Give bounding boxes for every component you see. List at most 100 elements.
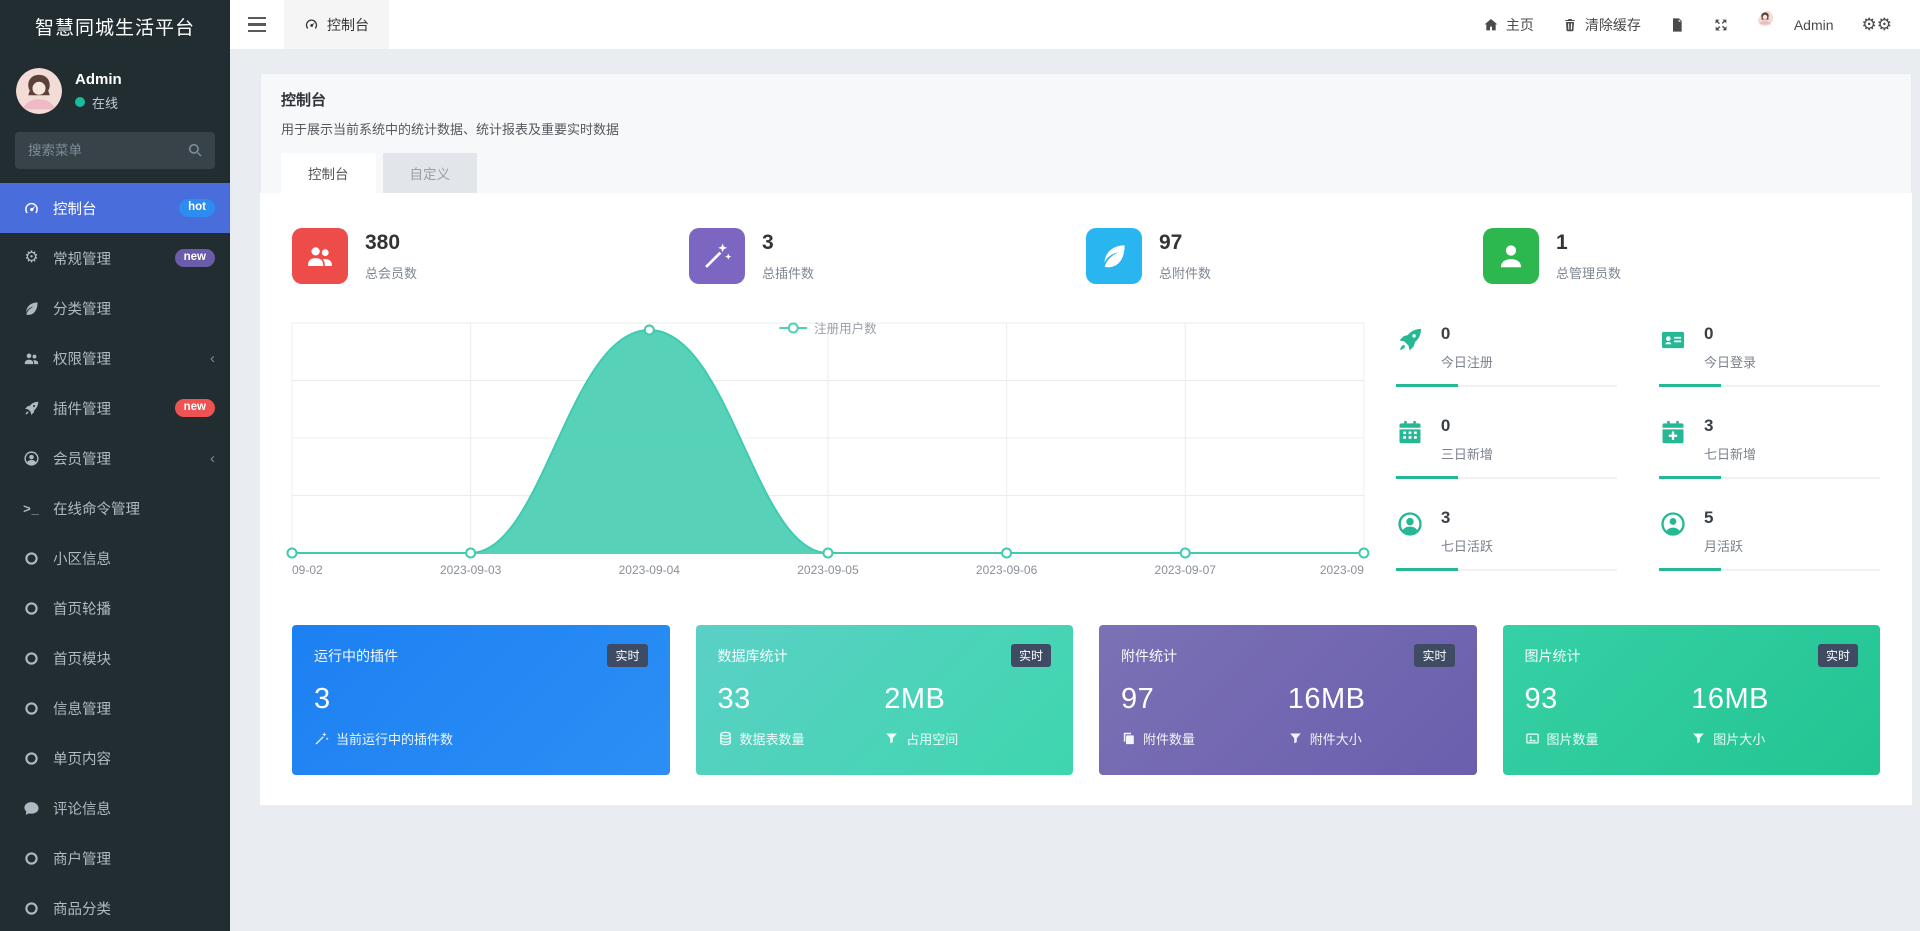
- users-icon: [21, 349, 42, 367]
- chevron-left-icon: ‹: [210, 349, 215, 367]
- realtime-badge: 实时: [607, 644, 648, 667]
- expand-icon: [1715, 19, 1727, 31]
- progress-track: [1658, 476, 1880, 479]
- sidebar-item[interactable]: 首页模块: [0, 633, 230, 683]
- stat-label: 总管理员数: [1556, 265, 1622, 281]
- comment-icon: [21, 799, 42, 817]
- trash-icon: [1565, 18, 1575, 31]
- log-file-button[interactable]: [1669, 17, 1685, 33]
- card-label: 数据表数量: [718, 729, 885, 748]
- mini-stat: 3 七日活跃: [1395, 508, 1617, 571]
- chart-row: 注册用户数 09-02 2023-09-03 2023-09-04 2023-09-0…: [286, 322, 1880, 583]
- sidebar-item[interactable]: 权限管理 ‹: [0, 333, 230, 383]
- sidebar-item[interactable]: 小区信息: [0, 533, 230, 583]
- mini-stats-grid: 0 今日注册 0 今日登录 0 三日新增 3 七日新增 3 七日活跃 5 月活跃: [1395, 322, 1880, 583]
- topbar-tab-dashboard[interactable]: 控制台: [284, 0, 389, 49]
- sidebar-item[interactable]: 控制台 hot: [0, 183, 230, 233]
- main-area: 控制台 主页 清除缓存: [230, 0, 1920, 931]
- stat-label: 总会员数: [365, 265, 418, 281]
- mini-stat-value: 5: [1703, 508, 1714, 527]
- rocket-icon: [1396, 326, 1426, 356]
- database-icon: [718, 731, 733, 746]
- circle-icon: [21, 849, 42, 867]
- sidebar-search: [15, 132, 215, 169]
- sidebar-item[interactable]: >_ 在线命令管理: [0, 483, 230, 533]
- legend-marker-icon: [779, 322, 808, 333]
- chart-legend[interactable]: 注册用户数: [779, 318, 877, 337]
- x-tick-label: 2023-09-05: [797, 563, 859, 577]
- filter-icon: [884, 731, 899, 746]
- tab-custom[interactable]: 自定义: [382, 153, 477, 193]
- card-label: 图片大小: [1691, 729, 1858, 748]
- user-menu[interactable]: Admin: [1756, 9, 1834, 40]
- mini-stat-value: 0: [1703, 324, 1714, 343]
- sidebar-item[interactable]: 会员管理 ‹: [0, 433, 230, 483]
- badge: hot: [179, 199, 215, 217]
- dashboard-panel: 380 总会员数 3 总插件数 97 总附件数 1 总管理员数 注册用户数 09-02 2023…: [260, 193, 1912, 805]
- stat-card: 380 总会员数: [292, 228, 689, 284]
- x-tick-label: 2023-09-04: [618, 563, 680, 577]
- user-status: 在线: [75, 93, 122, 112]
- avatar: [16, 68, 62, 114]
- clear-cache-button[interactable]: 清除缓存: [1562, 15, 1641, 35]
- sidebar-menu: 控制台 hot ⚙ 常规管理 new 分类管理 权限管理 ‹ 插件管理 new 会员管理 ‹ >_ 在线命…: [0, 183, 230, 931]
- sidebar-user-panel: Admin 在线: [0, 58, 230, 128]
- x-tick-label: 2023-09: [1319, 563, 1364, 577]
- topbar: 控制台 主页 清除缓存: [230, 0, 1920, 50]
- card-title: 附件统计: [1121, 647, 1177, 664]
- sidebar-item[interactable]: 首页轮播: [0, 583, 230, 633]
- user-icon: [1483, 228, 1539, 284]
- badge: new: [174, 249, 215, 267]
- x-tick-label: 09-02: [292, 563, 323, 577]
- mini-stat-label: 三日新增: [1440, 447, 1493, 462]
- stat-card: 3 总插件数: [689, 228, 1086, 284]
- fullscreen-button[interactable]: [1713, 17, 1729, 33]
- filter-icon: [1288, 731, 1303, 746]
- card-value: 97: [1121, 683, 1155, 715]
- mini-stat-label: 今日登录: [1703, 355, 1756, 370]
- sidebar-item[interactable]: 插件管理 new: [0, 383, 230, 433]
- cogs-icon: ⚙: [24, 249, 39, 266]
- rocket-icon: [21, 399, 42, 417]
- mini-stat: 0 今日登录: [1658, 324, 1880, 387]
- sidebar-item[interactable]: 分类管理: [0, 283, 230, 333]
- user-circle-icon: [1396, 510, 1426, 540]
- mini-stat-label: 月活跃: [1703, 539, 1743, 554]
- sidebar-item[interactable]: 单页内容: [0, 733, 230, 783]
- sidebar: 智慧同城生活平台 Admin 在线 控制台hot⚙常规管理new分类管理权限管理…: [0, 0, 230, 931]
- card-label: 附件大小: [1288, 729, 1455, 748]
- summary-cards: 运行中的插件 实时 3 当前运行中的插件数 数据库统计 实时 33 数据表数量 2MB 占用空间 附…: [292, 625, 1880, 775]
- progress-track: [1395, 568, 1617, 571]
- mini-stat: 3 七日新增: [1658, 416, 1880, 479]
- menu-toggle-icon[interactable]: [230, 0, 284, 49]
- calendar-plus-icon: [1659, 418, 1689, 448]
- sidebar-item[interactable]: 评论信息: [0, 783, 230, 833]
- tab-dashboard[interactable]: 控制台: [281, 153, 376, 193]
- registered-users-chart: 注册用户数 09-02 2023-09-03 2023-09-04 2023-09-0…: [286, 322, 1370, 583]
- card-label: 当前运行中的插件数: [314, 729, 648, 748]
- x-tick-label: 2023-09-03: [439, 563, 502, 577]
- settings-button[interactable]: ⚙⚙: [1862, 15, 1892, 35]
- home-link[interactable]: 主页: [1483, 15, 1534, 35]
- card-title: 运行中的插件: [314, 647, 398, 664]
- file-icon: [1672, 17, 1682, 32]
- wand-icon: [314, 731, 329, 746]
- circle-icon: [21, 899, 42, 917]
- sidebar-item[interactable]: 商户管理: [0, 833, 230, 883]
- user-name: Admin: [75, 70, 122, 88]
- search-icon: [186, 141, 204, 159]
- card-value: 93: [1524, 683, 1558, 715]
- user-circle-o-icon: [1659, 510, 1689, 540]
- sidebar-item[interactable]: 商品分类: [0, 883, 230, 931]
- realtime-badge: 实时: [1010, 644, 1051, 667]
- stat-value: 97: [1159, 230, 1183, 254]
- sidebar-item[interactable]: ⚙ 常规管理 new: [0, 233, 230, 283]
- progress-track: [1658, 384, 1880, 387]
- app-title: 智慧同城生活平台: [34, 18, 195, 39]
- search-input[interactable]: [15, 132, 215, 169]
- mini-stat-value: 0: [1440, 324, 1451, 343]
- sidebar-item[interactable]: 信息管理: [0, 683, 230, 733]
- realtime-badge: 实时: [1414, 644, 1455, 667]
- mini-stat-label: 今日注册: [1440, 355, 1493, 370]
- card-value: 33: [717, 683, 751, 715]
